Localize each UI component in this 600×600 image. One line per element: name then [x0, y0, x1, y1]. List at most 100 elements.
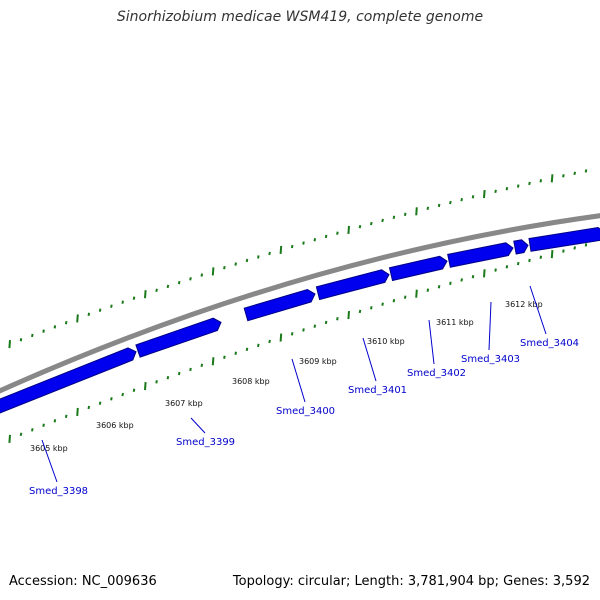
gene-arrow	[513, 239, 529, 255]
lower-minor-tick	[336, 317, 339, 321]
upper-minor-tick	[539, 179, 543, 183]
lower-minor-tick	[392, 298, 396, 303]
upper-minor-tick	[370, 221, 373, 226]
gene-label: Smed_3402	[407, 368, 466, 379]
lower-minor-tick	[573, 246, 576, 250]
upper-minor-tick	[53, 325, 57, 329]
upper-minor-tick	[166, 284, 170, 289]
gene-leader-line	[291, 358, 306, 403]
upper-minor-tick	[324, 234, 328, 239]
lower-minor-tick	[528, 258, 531, 263]
gene-leader-line	[362, 337, 377, 382]
gene-label: Smed_3399	[176, 437, 235, 448]
gene-arrow	[135, 317, 222, 358]
upper-minor-tick	[336, 231, 339, 235]
lower-minor-tick	[234, 351, 237, 355]
lower-minor-tick	[31, 428, 34, 432]
gene-labels: Smed_3398 Smed_3399 Smed_3400 Smed_3401Smed…	[29, 285, 579, 497]
upper-major-tick	[347, 225, 350, 234]
gene-track	[0, 226, 600, 414]
lower-major-tick	[483, 269, 486, 278]
upper-minor-tick	[42, 329, 45, 333]
lower-major-tick	[415, 289, 418, 298]
lower-minor-tick	[324, 320, 328, 325]
upper-minor-tick	[64, 320, 68, 325]
upper-minor-tick	[449, 200, 452, 205]
lower-minor-tick	[42, 423, 45, 427]
gene-label: Smed_3400	[276, 406, 335, 417]
upper-minor-tick	[528, 181, 531, 186]
gene-leader-line	[488, 301, 492, 351]
upper-minor-tick	[200, 273, 204, 277]
upper-minor-tick	[98, 308, 102, 312]
gene-leader-line	[428, 319, 435, 365]
upper-minor-tick	[290, 244, 294, 249]
lower-minor-tick	[426, 288, 430, 292]
lower-minor-tick	[155, 380, 158, 384]
gene-arrow	[315, 269, 390, 301]
lower-major-tick	[550, 250, 554, 259]
lower-minor-tick	[381, 302, 384, 306]
lower-minor-tick	[98, 401, 102, 405]
lower-minor-tick	[166, 375, 170, 380]
lower-minor-tick	[437, 285, 441, 289]
scale-labels: 3605 kbp 3606 kbp 3607 kbp 3608 kbp 3609 kbp…	[30, 300, 543, 453]
upper-minor-tick	[437, 203, 441, 208]
gene-leader-line	[529, 285, 547, 335]
lower-minor-tick	[110, 397, 113, 401]
upper-minor-tick	[121, 300, 124, 304]
lower-minor-tick	[132, 388, 136, 392]
scale-label: 3609 kbp	[299, 357, 337, 366]
lower-major-tick	[279, 333, 283, 342]
lower-major-tick	[211, 357, 215, 366]
upper-minor-tick	[573, 171, 576, 176]
gene-label: Smed_3398	[29, 486, 88, 497]
lower-minor-tick	[460, 278, 463, 282]
lower-tick-track	[8, 243, 588, 443]
upper-minor-tick	[268, 251, 271, 256]
lower-minor-tick	[539, 255, 543, 259]
accession-text: Accession: NC_009636	[9, 574, 157, 589]
upper-minor-tick	[392, 215, 396, 220]
upper-minor-tick	[460, 197, 463, 202]
upper-major-tick	[279, 245, 283, 255]
lower-minor-tick	[516, 261, 520, 266]
lower-minor-tick	[370, 306, 373, 310]
lower-minor-tick	[494, 268, 497, 272]
lower-minor-tick	[562, 249, 565, 253]
upper-minor-tick	[494, 189, 497, 194]
gene-label: Smed_3401	[348, 385, 407, 396]
upper-major-tick	[8, 340, 11, 349]
lower-minor-tick	[471, 274, 475, 279]
gene-leader-line	[190, 417, 206, 434]
scale-label: 3612 kbp	[505, 300, 543, 309]
lower-minor-tick	[302, 328, 305, 332]
scale-label: 3611 kbp	[436, 318, 474, 327]
gene-arrow	[0, 347, 137, 414]
lower-minor-tick	[505, 265, 509, 269]
upper-minor-tick	[177, 280, 181, 285]
upper-minor-tick	[189, 277, 192, 281]
lower-minor-tick	[403, 295, 407, 299]
gene-arrow	[528, 226, 600, 252]
upper-minor-tick	[471, 195, 475, 199]
upper-minor-tick	[313, 238, 317, 242]
scale-label: 3607 kbp	[165, 399, 203, 408]
upper-minor-tick	[155, 288, 158, 293]
lower-major-tick	[76, 407, 79, 416]
upper-minor-tick	[516, 184, 520, 188]
lower-minor-tick	[223, 355, 226, 359]
upper-minor-tick	[358, 225, 362, 229]
gene-arrow	[447, 242, 514, 268]
gene-arrow	[388, 255, 448, 282]
upper-minor-tick	[87, 312, 91, 317]
lower-major-tick	[144, 381, 147, 391]
lower-minor-tick	[53, 419, 57, 423]
lower-minor-tick	[87, 405, 91, 410]
upper-minor-tick	[19, 338, 23, 342]
lower-minor-tick	[358, 309, 362, 314]
map-title: Sinorhizobium medicae WSM419, complete g…	[116, 9, 484, 25]
scale-label: 3608 kbp	[232, 377, 270, 386]
upper-major-tick	[415, 207, 418, 216]
